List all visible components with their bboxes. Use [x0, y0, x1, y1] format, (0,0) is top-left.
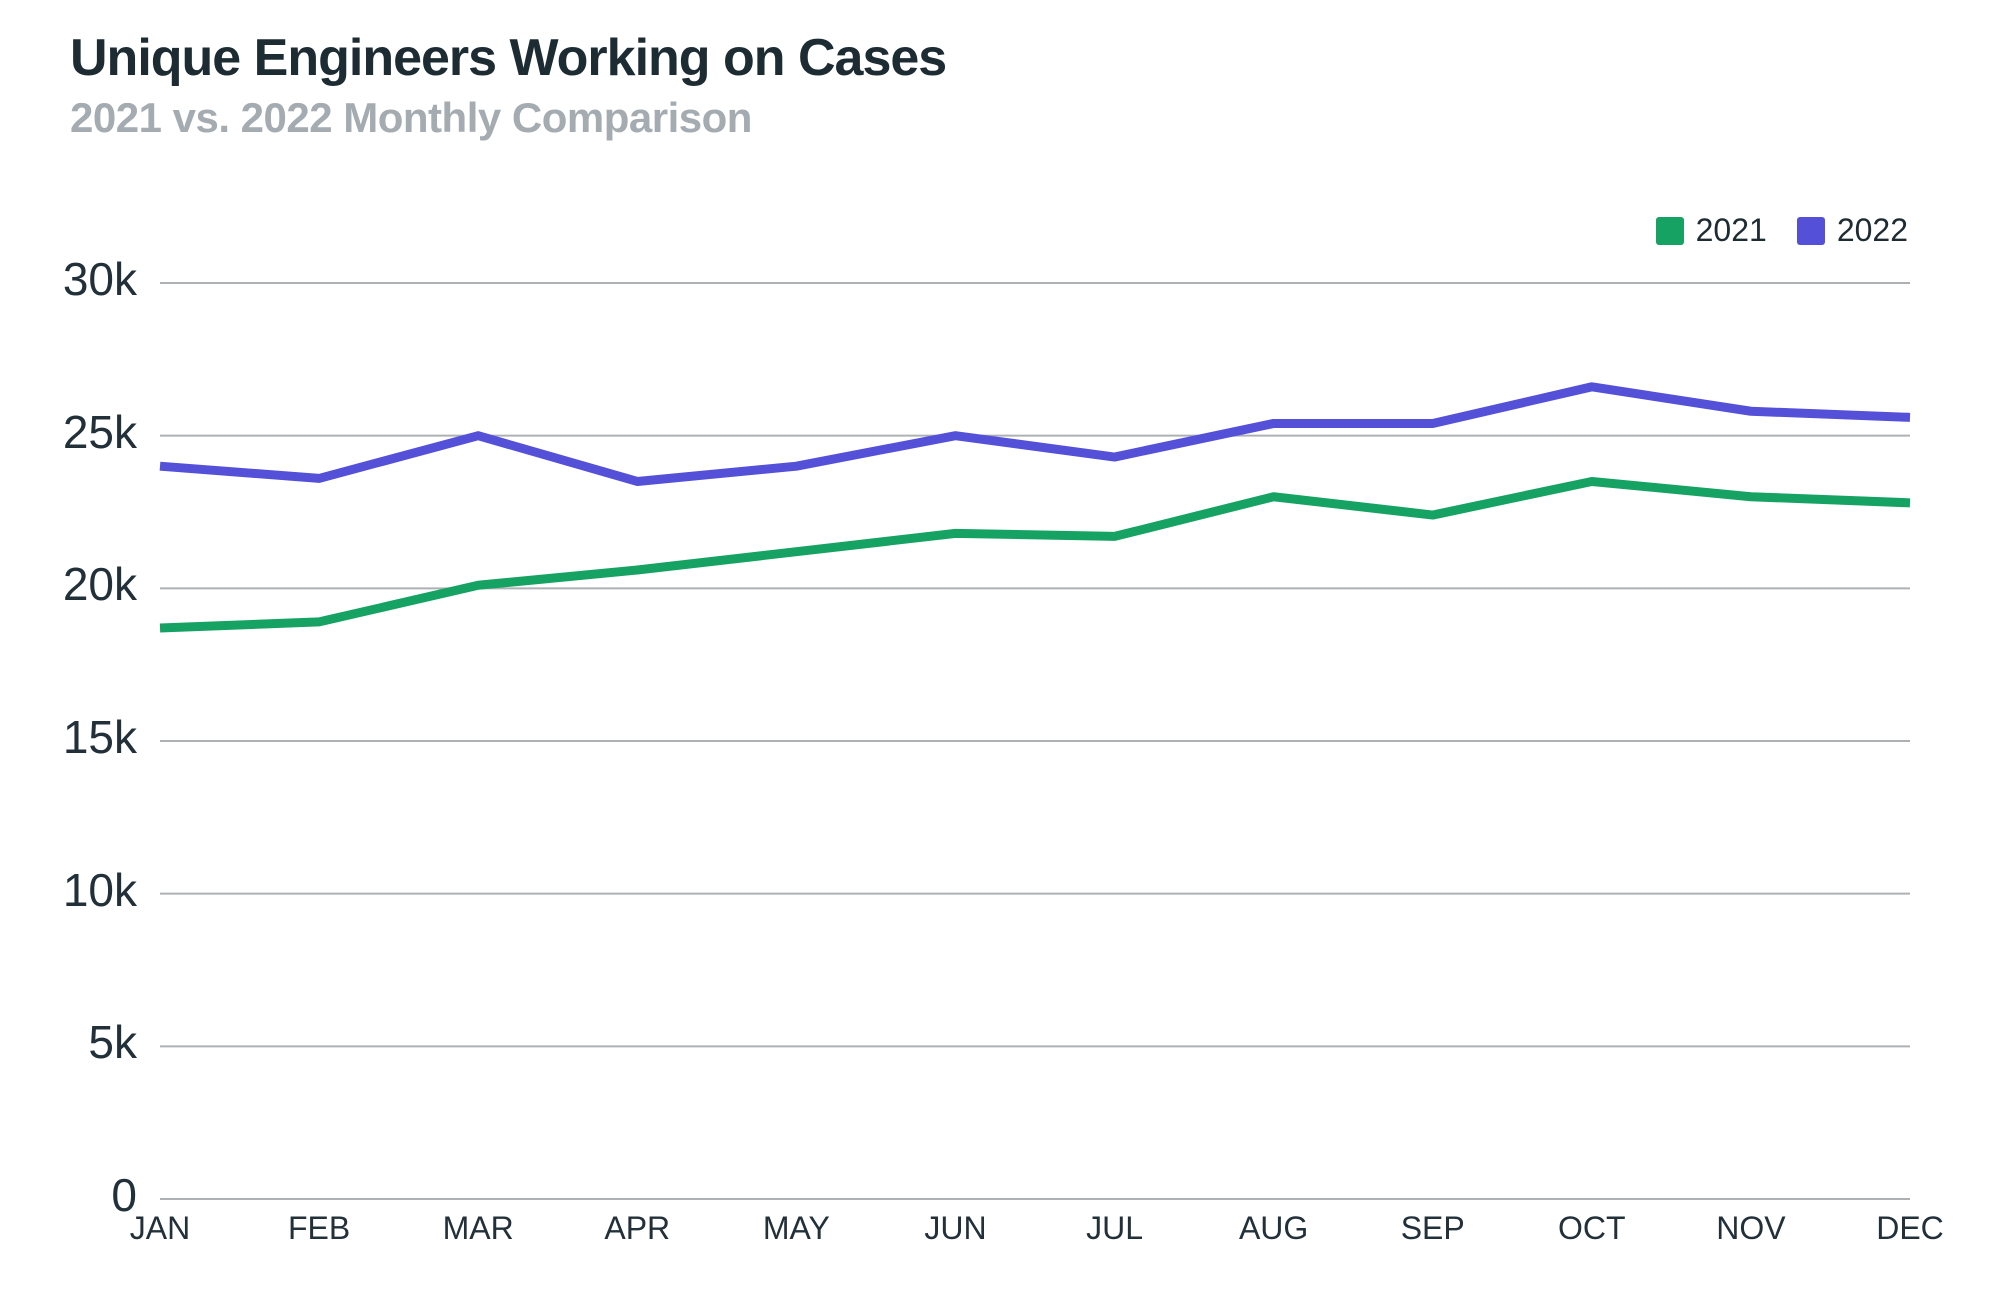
- x-tick-label-JUL: JUL: [1086, 1210, 1143, 1246]
- series-line-2021: [159, 476, 1911, 633]
- legend-label-2022: 2022: [1836, 212, 1908, 248]
- x-tick-label-SEP: SEP: [1400, 1210, 1465, 1246]
- y-tick-label-5k: 5k: [88, 1016, 137, 1069]
- legend-label-2021: 2021: [1695, 212, 1767, 248]
- x-tick-label-MAY: MAY: [762, 1210, 830, 1246]
- chart-legend: 2021 2022: [1655, 212, 1908, 249]
- y-tick-label-0: 0: [111, 1169, 137, 1221]
- y-tick-label-20k: 20k: [62, 558, 137, 611]
- legend-item-2021: 2021: [1655, 212, 1767, 249]
- x-tick-label-NOV: NOV: [1716, 1210, 1786, 1246]
- x-tick-label-AUG: AUG: [1238, 1210, 1309, 1246]
- chart-subtitle: 2021 vs. 2022 Monthly Comparison: [70, 94, 752, 141]
- x-tick-label-MAR: MAR: [442, 1210, 514, 1246]
- x-tick-label-DEC: DEC: [1876, 1210, 1944, 1246]
- y-tick-label-25k: 25k: [62, 405, 137, 458]
- x-tick-label-JUN: JUN: [924, 1210, 987, 1246]
- legend-item-2022: 2022: [1796, 212, 1908, 249]
- legend-swatch-2021: [1655, 216, 1684, 245]
- chart-title: Unique Engineers Working on Cases: [70, 29, 947, 87]
- x-tick-label-JAN: JAN: [129, 1210, 191, 1246]
- legend-swatch-2022: [1796, 216, 1825, 245]
- y-tick-label-15k: 15k: [62, 711, 137, 763]
- x-tick-label-FEB: FEB: [287, 1210, 351, 1246]
- y-tick-label-30k: 30k: [62, 253, 137, 305]
- series-line-2022: [159, 382, 1911, 486]
- x-tick-label-OCT: OCT: [1558, 1210, 1626, 1246]
- x-tick-label-APR: APR: [604, 1210, 671, 1246]
- y-tick-label-10k: 10k: [62, 863, 137, 916]
